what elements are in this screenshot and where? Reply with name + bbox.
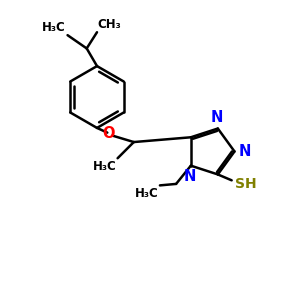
Text: H₃C: H₃C [42,21,66,34]
Text: O: O [103,126,115,141]
Text: N: N [211,110,224,125]
Text: H₃C: H₃C [92,160,116,173]
Text: N: N [238,144,251,159]
Text: H₃C: H₃C [135,188,158,200]
Text: N: N [183,169,196,184]
Text: CH₃: CH₃ [97,18,121,31]
Text: SH: SH [236,177,257,190]
